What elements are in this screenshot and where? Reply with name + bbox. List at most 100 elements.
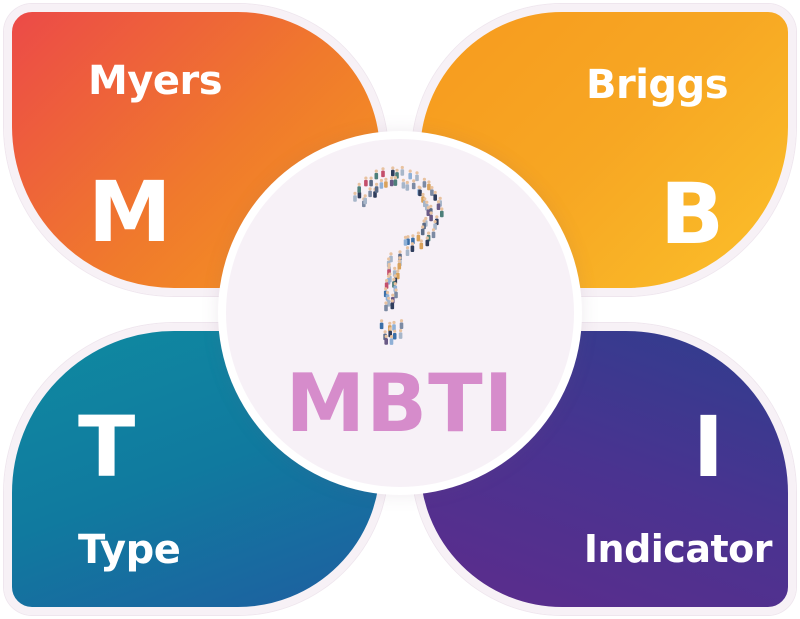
- crowd-person-head: [422, 177, 426, 181]
- crowd-person-head: [391, 166, 395, 170]
- crowd-person-head: [406, 235, 410, 239]
- crowd-person-head: [433, 190, 437, 195]
- crowd-person-head: [387, 257, 391, 261]
- crowd-person-body: [405, 184, 410, 191]
- crowd-person-head: [438, 196, 442, 200]
- crowd-person-head: [381, 167, 385, 171]
- crowd-person-head: [411, 234, 415, 238]
- crowd-person-body: [394, 291, 398, 299]
- crowd-person-body: [399, 322, 404, 329]
- crowd-person-head: [416, 231, 420, 235]
- crowd-person-head: [419, 239, 423, 243]
- crowd-person-body: [440, 210, 444, 218]
- crowd-person-head: [398, 250, 402, 254]
- crowd-person-head: [387, 263, 391, 267]
- crowd-person-head: [385, 290, 390, 295]
- crowd-person-body: [401, 182, 406, 189]
- crowd-person-head: [393, 176, 397, 180]
- crowd-person-head: [357, 182, 361, 186]
- crowd-person-body: [429, 214, 433, 222]
- crowd-person-head: [427, 180, 431, 184]
- crowd-person-body: [390, 302, 395, 310]
- quadrant-myers: Myers M: [4, 4, 388, 296]
- crowd-person-body: [389, 338, 394, 345]
- crowd-person-body: [386, 300, 391, 307]
- crowd-person-head: [423, 197, 427, 201]
- crowd-person-body: [418, 189, 422, 197]
- crowd-person-head: [430, 186, 434, 190]
- crowd-question-mark-icon: [353, 165, 444, 345]
- crowd-person-body: [419, 242, 424, 250]
- crowd-person-head: [399, 319, 404, 323]
- crowd-person-head: [353, 191, 357, 195]
- crowd-person-body: [373, 191, 377, 198]
- quadrant-word-indicator: Indicator: [583, 527, 773, 571]
- crowd-person-head: [390, 176, 394, 180]
- quadrant-word-myers: Myers: [88, 58, 223, 104]
- crowd-person-body: [396, 272, 400, 280]
- crowd-person-head: [397, 259, 401, 263]
- crowd-person-head: [433, 220, 437, 224]
- crowd-person-body: [405, 249, 410, 256]
- crowd-person-head: [440, 207, 444, 211]
- crowd-person-head: [392, 277, 396, 282]
- crowd-person-head: [400, 165, 404, 170]
- crowd-person-body: [374, 172, 379, 180]
- crowd-person-body: [389, 255, 393, 263]
- crowd-person-body: [381, 170, 385, 178]
- crowd-person-head: [398, 256, 402, 260]
- crowd-person-head: [374, 169, 378, 173]
- crowd-person-head: [388, 327, 392, 331]
- crowd-person-body: [357, 186, 361, 193]
- crowd-person-body: [400, 169, 405, 176]
- crowd-person-head: [364, 176, 368, 180]
- crowd-person-body: [426, 209, 431, 216]
- crowd-person-body: [410, 245, 415, 252]
- crowd-person-head: [399, 329, 403, 333]
- crowd-person-head: [425, 200, 429, 204]
- crowd-person-head: [415, 171, 419, 175]
- crowd-person-head: [387, 296, 391, 300]
- crowd-person-head: [422, 219, 426, 223]
- crowd-person-head: [412, 179, 416, 183]
- crowd-person-body: [374, 186, 379, 193]
- crowd-person-head: [385, 279, 389, 283]
- crowd-person-body: [353, 195, 357, 202]
- crowd-person-head: [405, 180, 409, 185]
- crowd-person-head: [394, 288, 398, 292]
- crowd-person-head: [393, 274, 397, 278]
- crowd-person-head: [436, 200, 441, 204]
- crowd-person-head: [363, 194, 367, 198]
- crowd-person-body: [389, 179, 394, 187]
- crowd-person-body: [392, 324, 396, 331]
- center-circle: MBTI: [226, 139, 574, 487]
- crowd-person-head: [396, 269, 400, 273]
- crowd-person-head: [424, 216, 428, 221]
- crowd-person-body: [433, 194, 437, 201]
- crowd-person-body: [368, 190, 372, 198]
- quadrant-letter-m: M: [88, 163, 172, 261]
- crowd-person-head: [369, 176, 373, 180]
- crowd-person-head: [384, 287, 388, 291]
- crowd-person-body: [425, 239, 430, 247]
- crowd-person-head: [368, 187, 372, 191]
- crowd-person-body: [430, 189, 434, 196]
- crowd-person-head: [435, 215, 439, 219]
- crowd-person-head: [393, 329, 397, 333]
- crowd-person-head: [393, 282, 397, 286]
- crowd-person-head: [391, 293, 395, 297]
- quadrant-letter-t: T: [78, 398, 136, 496]
- crowd-person-body: [398, 332, 403, 339]
- crowd-person-body: [422, 181, 427, 188]
- crowd-person-body: [403, 239, 408, 246]
- crowd-person-body: [411, 182, 416, 190]
- crowd-person-body: [433, 223, 437, 230]
- crowd-person-head: [408, 169, 412, 173]
- crowd-person-head: [426, 206, 430, 210]
- crowd-person-body: [392, 333, 397, 340]
- crowd-person-body: [363, 197, 367, 205]
- quadrant-word-type: Type: [78, 527, 181, 573]
- crowd-person-body: [431, 231, 436, 239]
- crowd-person-head: [386, 274, 391, 278]
